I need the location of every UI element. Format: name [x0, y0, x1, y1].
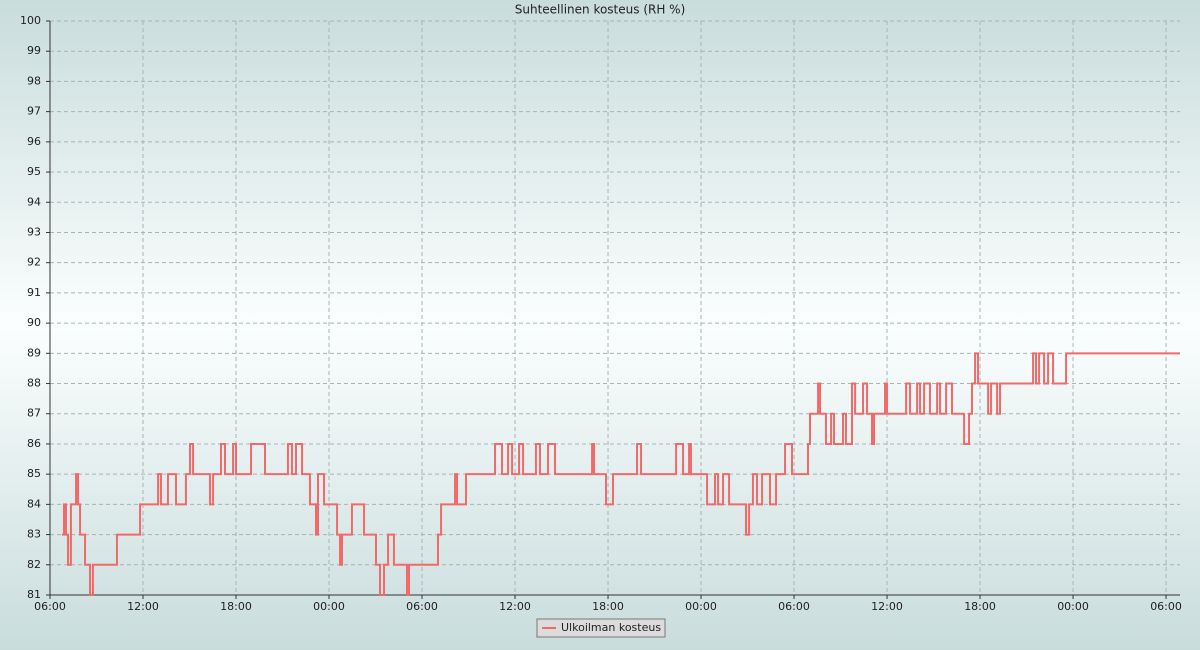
y-tick-label: 81 — [27, 588, 41, 601]
y-tick-label: 83 — [27, 528, 41, 541]
x-tick-label: 00:00 — [313, 600, 345, 613]
y-tick-label: 99 — [27, 44, 41, 57]
chart-title: Suhteellinen kosteus (RH %) — [515, 3, 686, 17]
y-tick-label: 90 — [27, 316, 41, 329]
y-tick-label: 100 — [20, 14, 41, 27]
x-tick-label: 12:00 — [127, 600, 159, 613]
y-tick-label: 91 — [27, 286, 41, 299]
x-tick-label: 18:00 — [220, 600, 252, 613]
y-tick-label: 87 — [27, 407, 41, 420]
x-tick-label: 06:00 — [34, 600, 66, 613]
x-tick-label: 06:00 — [778, 600, 810, 613]
y-tick-label: 98 — [27, 74, 41, 87]
x-tick-label: 06:00 — [406, 600, 438, 613]
x-tick-label: 00:00 — [685, 600, 717, 613]
x-tick-label: 12:00 — [499, 600, 531, 613]
y-tick-label: 96 — [27, 135, 41, 148]
y-tick-label: 94 — [27, 195, 41, 208]
x-tick-label: 18:00 — [964, 600, 996, 613]
y-tick-label: 86 — [27, 437, 41, 450]
y-tick-label: 92 — [27, 256, 41, 269]
y-tick-label: 97 — [27, 105, 41, 118]
x-tick-label: 18:00 — [592, 600, 624, 613]
y-tick-label: 93 — [27, 225, 41, 238]
x-tick-label: 06:00 — [1150, 600, 1182, 613]
y-tick-label: 82 — [27, 558, 41, 571]
y-tick-label: 84 — [27, 497, 41, 510]
y-tick-label: 89 — [27, 346, 41, 359]
legend-box — [536, 618, 666, 638]
x-tick-label: 00:00 — [1057, 600, 1089, 613]
data-line — [61, 352, 1180, 596]
y-tick-label: 95 — [27, 165, 41, 178]
y-tick-label: 88 — [27, 377, 41, 390]
y-tick-label: 85 — [27, 467, 41, 480]
x-tick-label: 12:00 — [871, 600, 903, 613]
legend-label: Ulkoilman kosteus — [561, 621, 661, 634]
